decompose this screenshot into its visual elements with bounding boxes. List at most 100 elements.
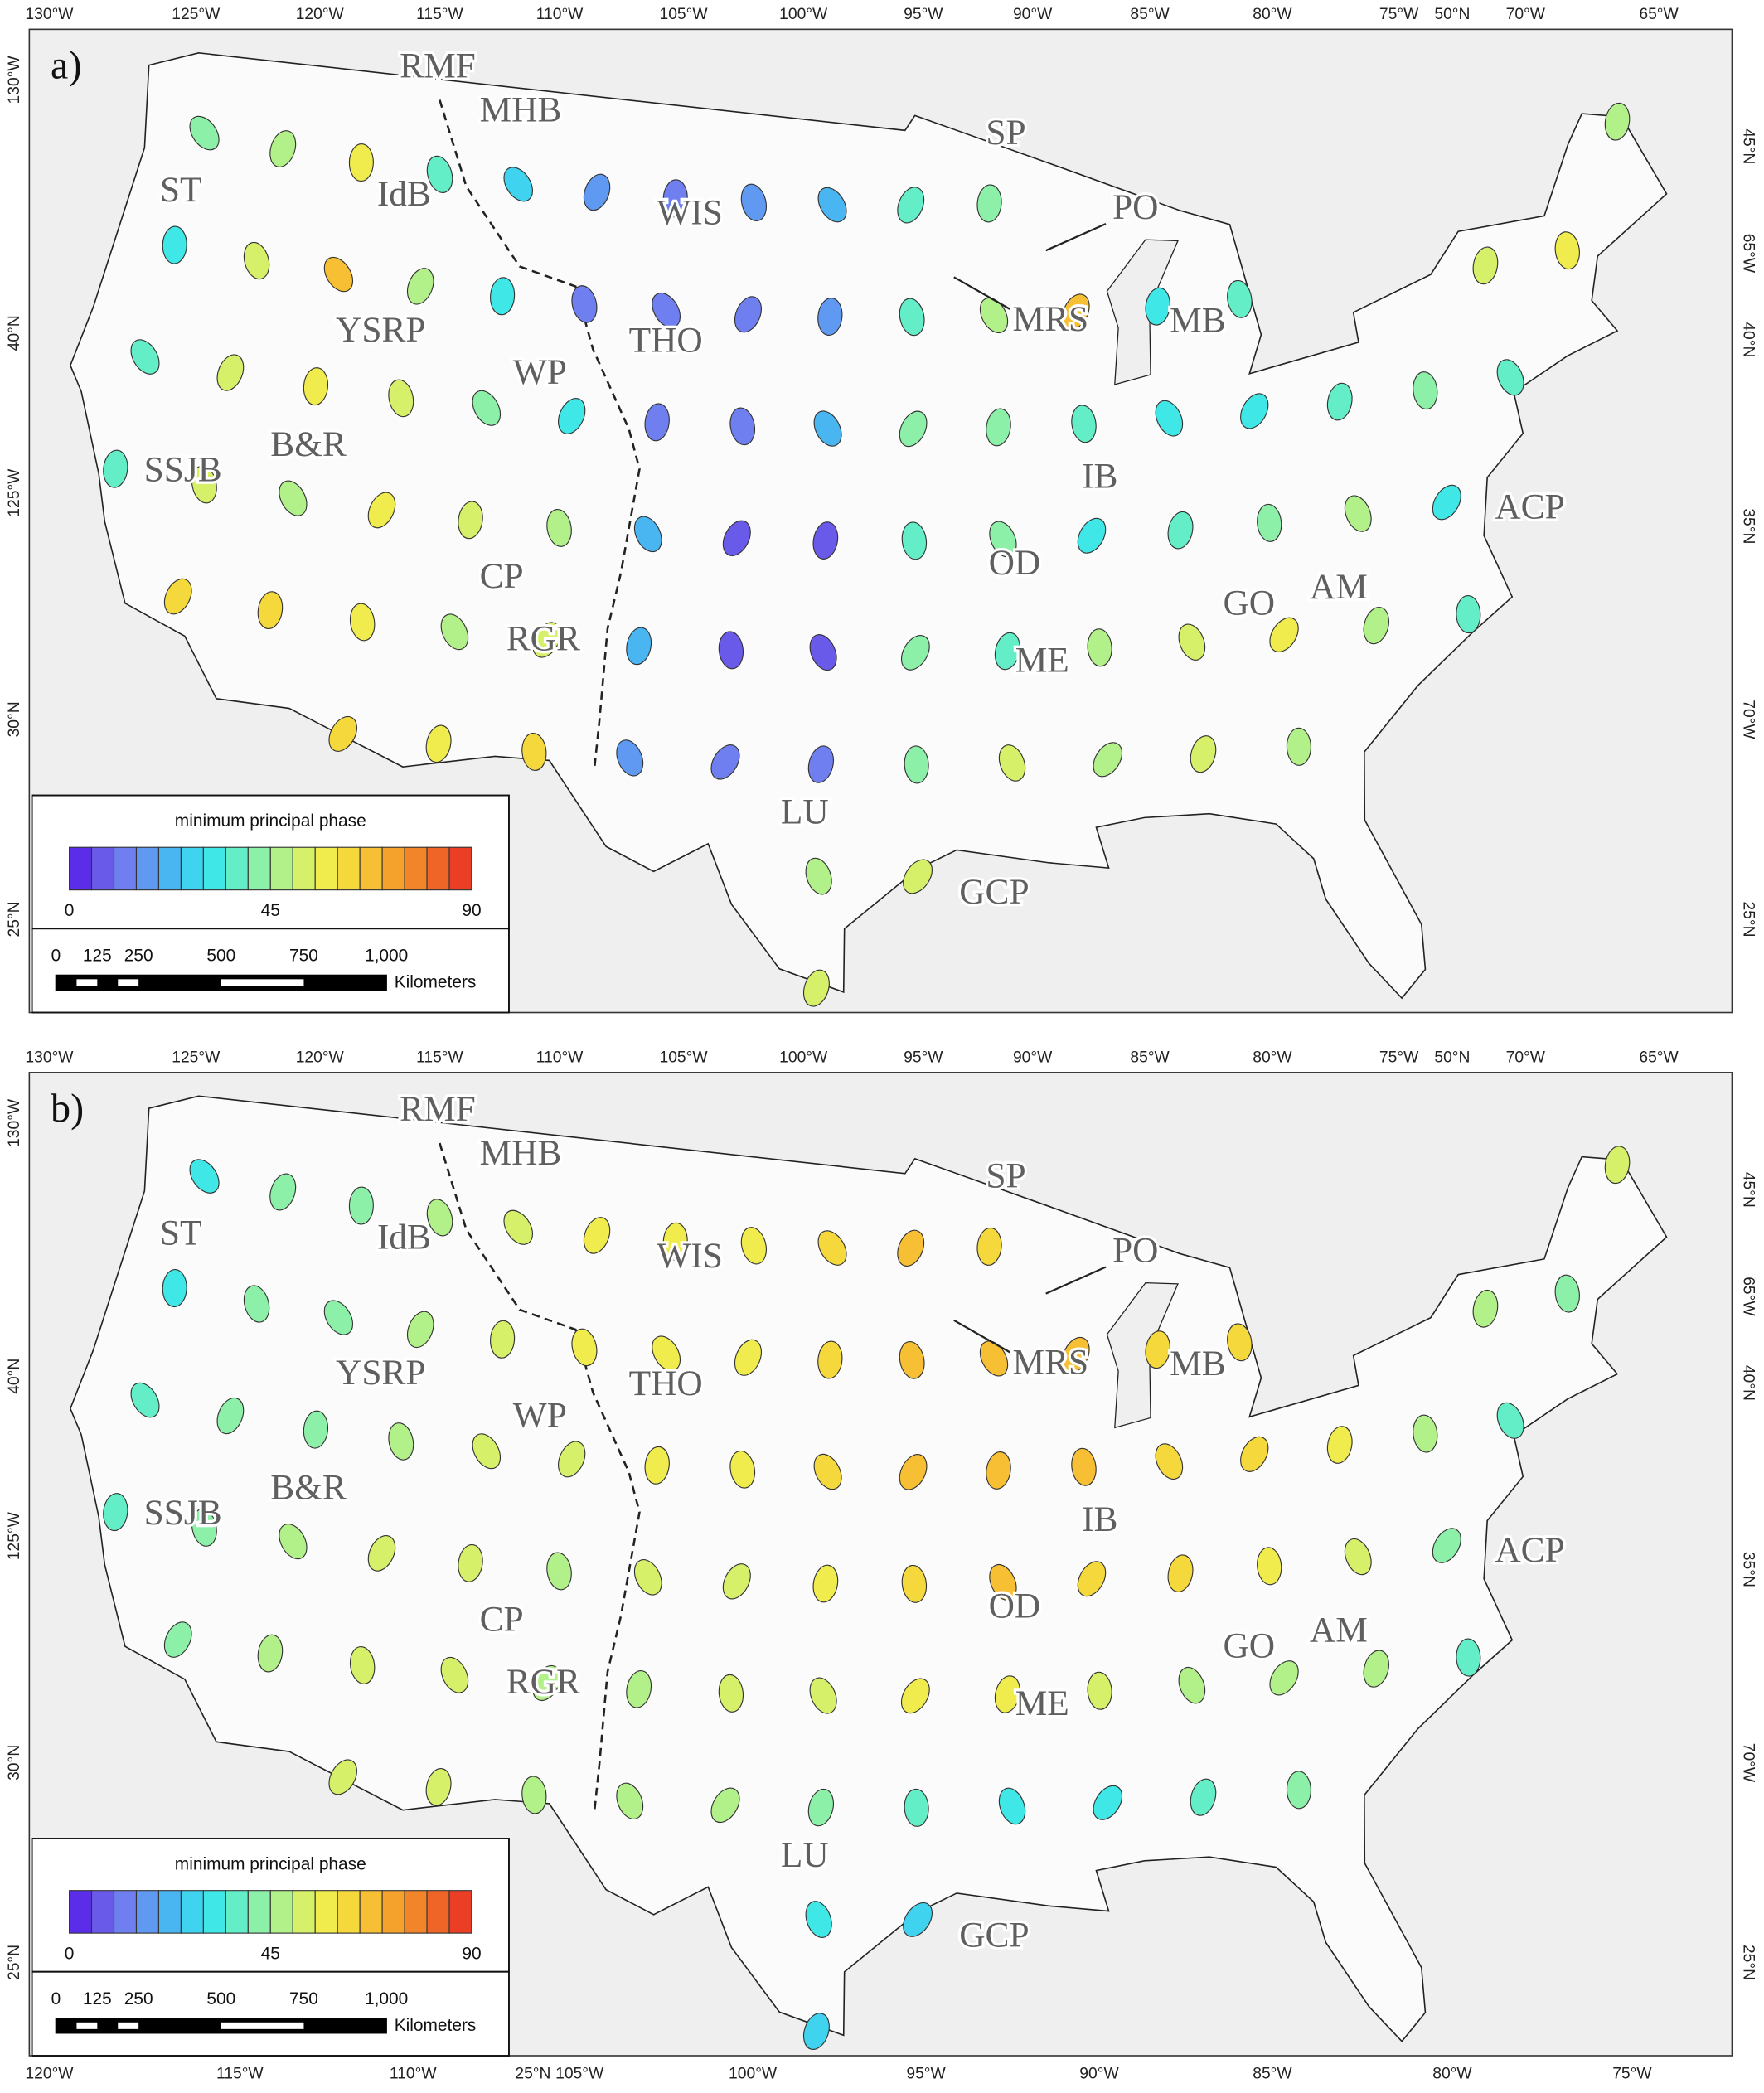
lon-tick-label: 65°W: [1639, 1049, 1679, 1066]
phase-ellipse: [979, 297, 1009, 333]
region-label: CP: [480, 556, 524, 596]
phase-ellipse: [807, 1788, 835, 1827]
phase-ellipse: [813, 410, 842, 447]
phase-ellipse: [279, 480, 308, 516]
region-label: ST: [160, 1213, 202, 1252]
phase-ellipse: [490, 277, 516, 316]
region-label: ACP: [1495, 1530, 1564, 1570]
phase-ellipse: [130, 1382, 160, 1418]
lon-tick-label: 90°W: [1013, 6, 1053, 23]
phase-ellipse: [1167, 1554, 1194, 1592]
left-tick-label: 125°W: [6, 468, 23, 517]
lon-tick-label: 75°W: [1379, 6, 1419, 23]
region-label: OD: [989, 543, 1041, 583]
scale-tick-label: 750: [289, 1989, 318, 2008]
panel-label: a): [51, 44, 81, 88]
phase-ellipse: [388, 379, 414, 418]
region-label: WIS: [657, 192, 723, 232]
phase-ellipse: [216, 354, 245, 391]
colorbar-bin: [202, 1890, 226, 1934]
region-label: IdB: [377, 1217, 431, 1257]
lon-tick-label: 70°W: [1506, 1049, 1546, 1066]
region-label: AM: [1310, 1610, 1368, 1650]
colorbar-bin: [381, 846, 405, 891]
phase-ellipse: [633, 1559, 662, 1596]
phase-ellipse: [979, 1340, 1009, 1377]
right-tick-label: 45°N: [1740, 128, 1757, 164]
lon-tick-label: 130°W: [25, 1049, 74, 1066]
lon-tick-label: 75°W: [1379, 1049, 1419, 1066]
phase-ellipse: [989, 521, 1017, 558]
colorbar-bin: [269, 846, 293, 891]
region-label: GCP: [959, 1916, 1029, 1955]
phase-ellipse: [998, 1787, 1026, 1825]
left-tick-label: 40°N: [6, 1359, 23, 1394]
colorbar-bin: [269, 1890, 293, 1934]
phase-ellipse: [1240, 1436, 1269, 1472]
phase-ellipse: [1269, 617, 1299, 652]
region-label: CP: [480, 1600, 524, 1640]
colorbar-bin: [158, 1890, 182, 1934]
colorbar-bin: [314, 846, 338, 891]
phase-ellipse: [813, 1453, 842, 1490]
region-label: RMF: [400, 46, 476, 86]
phase-ellipse: [191, 1509, 217, 1547]
colorbar-bin: [247, 846, 271, 891]
phase-ellipse: [899, 410, 928, 448]
phase-ellipse: [103, 1493, 128, 1532]
lake-michigan: [1106, 1281, 1179, 1429]
lon-tick-label: 100°W: [779, 1049, 828, 1066]
colorbar-bin: [292, 846, 316, 891]
scale-tick-label: 0: [51, 947, 61, 966]
phase-ellipse: [440, 613, 469, 651]
region-label: AM: [1310, 567, 1368, 607]
region-label: RMF: [400, 1089, 476, 1129]
phase-ellipse: [616, 739, 644, 777]
phase-ellipse: [817, 187, 847, 223]
scale-bar-gap: [220, 2022, 304, 2029]
left-tick-label: 130°W: [6, 1098, 23, 1147]
phase-ellipse: [191, 465, 217, 504]
phase-ellipse: [303, 367, 329, 406]
colorbar-title: minimum principal phase: [175, 1855, 366, 1874]
lon-tick-label: 100°W: [729, 2066, 778, 2083]
phase-ellipse: [558, 398, 586, 434]
scale-tick-label: 750: [289, 947, 318, 966]
lon-tick-label: 80°W: [1253, 6, 1292, 23]
phase-ellipse: [900, 1678, 930, 1714]
po-leader: [1045, 1266, 1107, 1295]
region-label: GO: [1223, 583, 1275, 623]
phase-ellipse: [652, 1335, 681, 1372]
phase-ellipse: [406, 268, 434, 305]
region-label: LU: [781, 792, 829, 832]
phase-ellipse: [1432, 1528, 1461, 1563]
phase-ellipse: [817, 298, 843, 337]
region-label: ST: [160, 170, 202, 210]
lon-tick-label: 85°W: [1253, 2066, 1292, 2083]
phase-ellipse: [243, 1285, 270, 1323]
lon-tick-label: 25°N: [515, 2066, 550, 2083]
colorbar-bin: [180, 1890, 204, 1934]
lon-tick-label: 90°W: [1013, 1049, 1053, 1066]
phase-ellipse: [901, 521, 928, 560]
colorbar-bin: [180, 846, 204, 891]
phase-ellipse: [323, 256, 354, 293]
phase-ellipse: [1269, 1660, 1299, 1696]
colorbar-bin: [381, 1890, 405, 1934]
region-label: PO: [1112, 187, 1158, 227]
phase-ellipse: [1062, 293, 1090, 331]
lon-tick-label: 105°W: [659, 1049, 708, 1066]
phase-ellipse: [1178, 1666, 1206, 1704]
phase-ellipse: [243, 241, 270, 280]
phase-ellipse: [994, 632, 1020, 671]
right-tick-label: 25°N: [1740, 1945, 1757, 1980]
phase-ellipse: [1286, 727, 1311, 766]
phase-ellipse: [163, 578, 192, 615]
phase-ellipse: [1077, 517, 1107, 554]
phase-ellipse: [904, 1788, 929, 1827]
lon-tick-label: 50°N: [1434, 1049, 1470, 1066]
region-label: MRS: [1013, 299, 1089, 339]
lon-tick-label: 95°W: [906, 2066, 946, 2083]
phase-ellipse: [269, 1173, 297, 1211]
